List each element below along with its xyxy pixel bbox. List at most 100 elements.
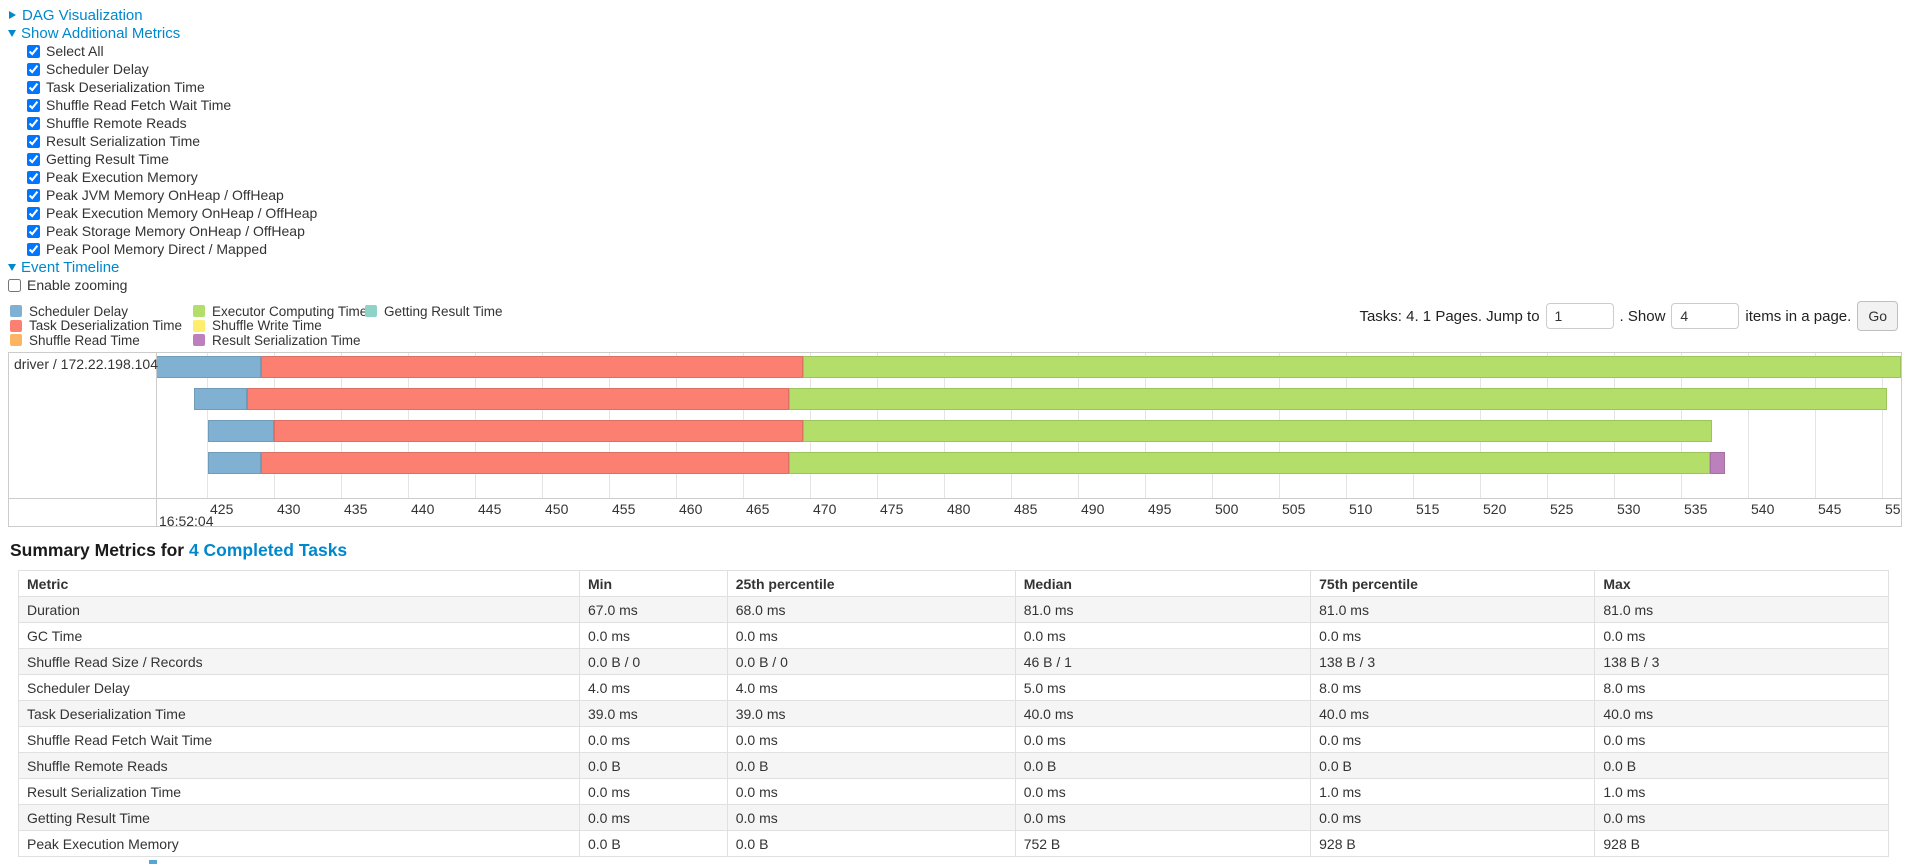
metric-value-cell: 1.0 ms [1594, 778, 1889, 805]
metric-value-cell: 928 B [1594, 830, 1889, 857]
label-column-divider [156, 353, 157, 526]
metric-value-cell: 0.0 B / 0 [726, 648, 1016, 675]
legend-item: Executor Computing Time [193, 304, 367, 319]
metric-checkbox[interactable] [27, 188, 40, 202]
metric-checkbox[interactable] [27, 134, 40, 148]
show-additional-metrics-toggle[interactable]: Show Additional Metrics [8, 24, 317, 42]
axis-divider [9, 498, 1901, 499]
metric-value-cell: 0.0 ms [1014, 804, 1312, 831]
gridline [1815, 353, 1816, 498]
axis-tick-label: 475 [880, 501, 904, 517]
metric-checkbox-row: Peak JVM Memory OnHeap / OffHeap [27, 186, 317, 204]
show-label: . Show [1619, 307, 1666, 325]
metric-checkbox-label: Peak JVM Memory OnHeap / OffHeap [46, 187, 284, 203]
event-timeline-chart: driver / 172.22.198.104 425 430 435 440 445 4… [8, 352, 1902, 527]
summary-column-header: 75th percentile [1310, 570, 1596, 597]
metric-value-cell: 4.0 ms [579, 674, 728, 701]
jump-to-page-input[interactable] [1545, 303, 1614, 329]
gridline [1882, 353, 1883, 498]
metric-value-cell: 81.0 ms [1310, 596, 1596, 623]
metric-checkbox-row: Shuffle Remote Reads [27, 114, 317, 132]
metric-value-cell: 0.0 B [1310, 752, 1596, 779]
metric-value-cell: 0.0 B [1014, 752, 1312, 779]
task-bar-segment-executor-computing[interactable] [788, 452, 1711, 474]
legend-label: Task Deserialization Time [29, 318, 183, 334]
metric-checkbox[interactable] [27, 62, 40, 76]
summary-table-row: Getting Result Time 0.0 ms 0.0 ms 0.0 ms 0.0… [18, 804, 1889, 831]
task-bar-segment-scheduler-delay[interactable] [208, 452, 261, 474]
metric-name-cell: Getting Result Time [18, 804, 580, 831]
axis-tick-label: 535 [1684, 501, 1708, 517]
task-bar-segment-task-deserialization[interactable] [274, 420, 804, 442]
axis-tick-label: 485 [1014, 501, 1038, 517]
metric-checkbox[interactable] [27, 152, 40, 166]
task-bar-segment-task-deserialization[interactable] [260, 356, 804, 378]
metric-checkbox-label: Shuffle Remote Reads [46, 115, 187, 131]
show-additional-metrics-label: Show Additional Metrics [21, 24, 181, 42]
metric-value-cell: 0.0 ms [726, 778, 1016, 805]
completed-tasks-count: 4 Completed Tasks [188, 540, 348, 560]
metric-checkbox-label: Getting Result Time [46, 151, 169, 167]
metric-checkbox[interactable] [27, 44, 40, 58]
items-in-page-label: items in a page. [1745, 307, 1852, 325]
metric-checkbox[interactable] [27, 98, 40, 112]
axis-tick-label: 550 [1885, 501, 1901, 517]
summary-column-header: 25th percentile [726, 570, 1016, 597]
task-bar-segment-task-deserialization[interactable] [247, 388, 789, 410]
summary-heading-prefix: Summary Metrics for [10, 540, 189, 560]
collapsed-arrow-icon [9, 11, 16, 19]
task-bar-segment-scheduler-delay[interactable] [208, 420, 274, 442]
legend-column: Executor Computing Time Shuffle Write Tim… [193, 304, 367, 348]
metric-checkbox[interactable] [27, 206, 40, 220]
axis-tick-label: 540 [1751, 501, 1775, 517]
metric-checkbox[interactable] [27, 224, 40, 238]
summary-column-header: Min [579, 570, 728, 597]
dag-visualization-toggle[interactable]: DAG Visualization [8, 6, 317, 24]
summary-table-row: Shuffle Read Size / Records 0.0 B / 0 0.0 … [18, 648, 1889, 675]
axis-tick-label: 500 [1215, 501, 1239, 517]
metric-value-cell: 0.0 B / 0 [579, 648, 728, 675]
axis-tick-label: 505 [1282, 501, 1306, 517]
metric-checkbox-label: Select All [46, 43, 104, 59]
task-bar-segment-executor-computing[interactable] [803, 420, 1712, 442]
legend-label: Shuffle Read Time [29, 332, 140, 348]
metric-checkbox-label: Task Deserialization Time [46, 79, 205, 95]
metric-checkbox[interactable] [27, 80, 40, 94]
metric-value-cell: 0.0 ms [1014, 622, 1312, 649]
task-bar-segment-task-deserialization[interactable] [260, 452, 789, 474]
axis-tick-label: 445 [478, 501, 502, 517]
metric-checkbox[interactable] [27, 242, 40, 256]
metric-value-cell: 8.0 ms [1310, 674, 1596, 701]
metric-name-cell: Shuffle Read Fetch Wait Time [18, 726, 580, 753]
task-bar-segment-scheduler-delay[interactable] [193, 388, 248, 410]
metric-checkbox-row: Select All [27, 42, 317, 60]
items-per-page-input[interactable] [1671, 303, 1740, 329]
legend-item: Scheduler Delay [10, 304, 182, 319]
enable-zooming-checkbox[interactable] [8, 278, 21, 292]
metric-value-cell: 4.0 ms [726, 674, 1016, 701]
metric-name-cell: Scheduler Delay [18, 674, 580, 701]
metric-checkbox-row: Task Deserialization Time [27, 78, 317, 96]
metric-checkbox-row: Peak Execution Memory [27, 168, 317, 186]
metric-checkbox-list: Select All Scheduler Delay Task Deserializ… [8, 42, 317, 258]
task-bar-segment-result-serialization[interactable] [1710, 452, 1726, 474]
metric-name-cell: Duration [18, 596, 580, 623]
task-bar-segment-executor-computing[interactable] [788, 388, 1888, 410]
metric-checkbox[interactable] [27, 170, 40, 184]
metric-name-cell: Shuffle Read Size / Records [18, 648, 580, 675]
metric-value-cell: 0.0 ms [579, 726, 728, 753]
metric-checkbox-row: Peak Storage Memory OnHeap / OffHeap [27, 222, 317, 240]
metric-value-cell: 0.0 B [579, 830, 728, 857]
metric-checkbox[interactable] [27, 116, 40, 130]
event-timeline-toggle[interactable]: Event Timeline [8, 258, 317, 276]
metric-name-cell: Shuffle Remote Reads [18, 752, 580, 779]
axis-tick-label: 425 [210, 501, 234, 517]
task-bar-segment-scheduler-delay[interactable] [156, 356, 261, 378]
partial-element-below-fold [149, 860, 157, 864]
expanded-arrow-icon [8, 264, 16, 271]
expanded-arrow-icon [8, 30, 16, 37]
task-bar-segment-executor-computing[interactable] [803, 356, 1901, 378]
go-button[interactable]: Go [1857, 301, 1898, 331]
metric-value-cell: 46 B / 1 [1014, 648, 1312, 675]
